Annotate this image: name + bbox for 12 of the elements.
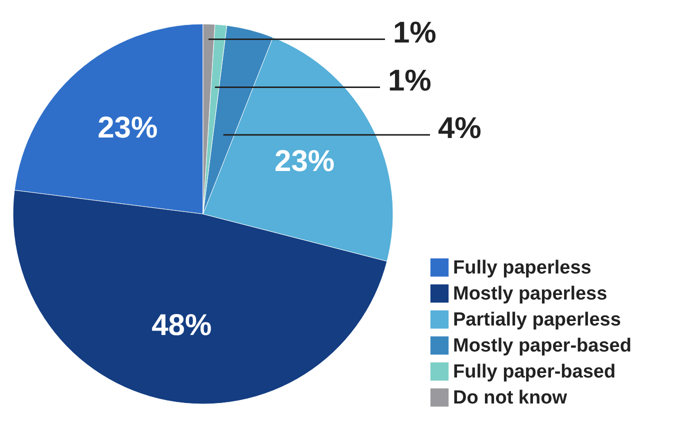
data-label: 48% <box>152 308 212 342</box>
legend-label: Partially paperless <box>453 310 621 330</box>
data-label: 23% <box>98 111 158 144</box>
legend-label: Fully paper-based <box>453 362 616 382</box>
data-label: 23% <box>274 145 335 178</box>
legend-label: Mostly paperless <box>453 284 608 304</box>
data-label: 4% <box>438 112 482 145</box>
legend-label: Mostly paper-based <box>453 336 632 356</box>
legend-label: Fully paperless <box>453 258 592 278</box>
legend-label: Do not know <box>453 388 568 408</box>
data-label: 1% <box>393 16 436 50</box>
data-label: 1% <box>388 64 432 98</box>
